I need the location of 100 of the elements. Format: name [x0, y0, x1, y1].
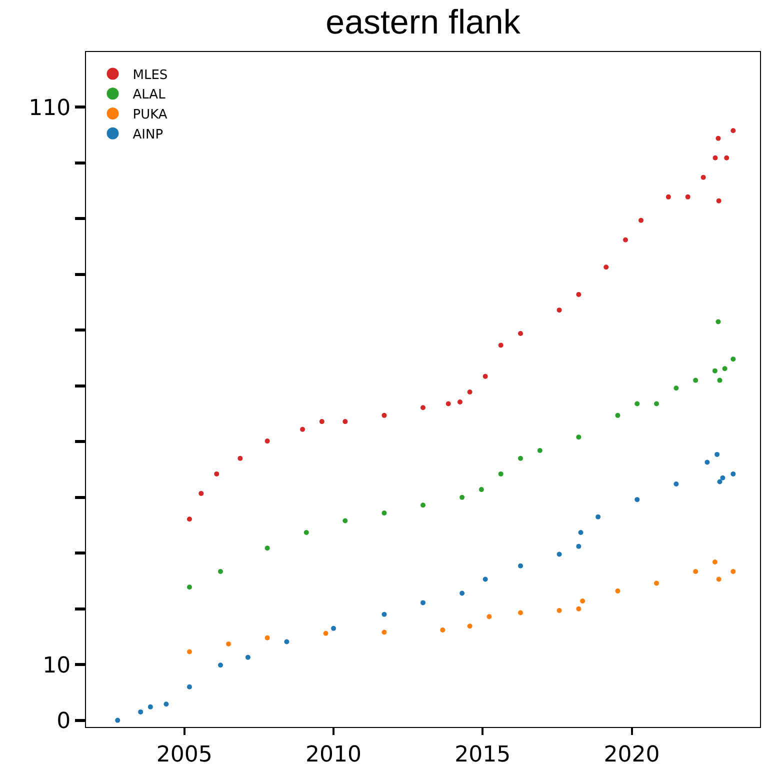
point [518, 330, 524, 336]
point [218, 568, 223, 574]
point [576, 606, 582, 612]
point [382, 510, 387, 516]
point [264, 546, 270, 551]
point [446, 401, 451, 406]
point [714, 452, 720, 457]
point [218, 662, 223, 668]
point [420, 405, 426, 410]
point [482, 576, 488, 582]
legend-label: MLES [132, 68, 168, 83]
point [467, 390, 472, 395]
point [331, 626, 336, 631]
point [214, 471, 220, 476]
point [460, 494, 465, 500]
point [186, 649, 192, 654]
point [342, 518, 348, 524]
point [198, 490, 204, 496]
point [420, 600, 426, 606]
point [712, 560, 718, 565]
point [693, 568, 698, 574]
point [634, 497, 640, 502]
point [300, 426, 306, 432]
point [440, 628, 446, 633]
point [674, 386, 679, 391]
point [730, 356, 736, 362]
point [704, 460, 710, 465]
point [604, 264, 609, 270]
point [576, 434, 582, 440]
point [666, 194, 671, 200]
point [654, 580, 660, 586]
point [382, 630, 387, 635]
point [518, 610, 524, 616]
point [730, 471, 736, 476]
x-tick-label: 2005 [156, 742, 212, 764]
point [226, 641, 232, 646]
legend-label: ALAL [132, 88, 166, 103]
x-tick-label: 2020 [604, 742, 660, 764]
point [186, 684, 192, 690]
point [556, 552, 562, 557]
point [319, 419, 324, 424]
point [115, 718, 120, 723]
point [323, 630, 328, 636]
chart-title: eastern flank [326, 3, 522, 42]
point [712, 368, 718, 374]
point [264, 635, 270, 640]
legend-label: AINP [132, 127, 164, 142]
point [518, 456, 524, 461]
point [717, 378, 722, 383]
point [576, 292, 582, 297]
point [712, 155, 718, 160]
point [304, 530, 309, 535]
point [148, 704, 153, 710]
point [730, 568, 736, 574]
point [478, 487, 484, 492]
point [634, 401, 640, 406]
point [638, 218, 644, 223]
point [382, 612, 387, 617]
point [518, 563, 524, 568]
point [556, 608, 562, 614]
point [238, 456, 243, 461]
point [467, 624, 472, 629]
point [615, 412, 620, 418]
point [578, 530, 584, 535]
point [623, 237, 628, 242]
point [716, 319, 721, 324]
point [186, 584, 192, 590]
point [700, 174, 706, 180]
point [498, 342, 504, 348]
x-tick-label: 2015 [454, 742, 511, 764]
point [717, 479, 722, 484]
point [482, 374, 488, 379]
point [716, 136, 721, 141]
point [685, 194, 690, 200]
point [486, 614, 492, 620]
point [580, 598, 586, 604]
point [720, 475, 726, 480]
point [382, 412, 387, 418]
point [264, 438, 270, 444]
point [342, 419, 348, 424]
point [730, 128, 736, 134]
x-tick-label: 2010 [306, 742, 362, 764]
legend-label: PUKA [132, 108, 168, 123]
point [576, 544, 582, 549]
y-tick-label: 110 [28, 96, 71, 121]
point [724, 155, 730, 160]
point [498, 471, 504, 476]
point [716, 576, 722, 582]
y-tick-label: 10 [42, 653, 71, 678]
point [537, 448, 542, 454]
point [654, 401, 660, 406]
point [460, 590, 465, 596]
point [596, 514, 601, 520]
point [457, 400, 462, 405]
point [164, 702, 169, 707]
point [245, 654, 250, 660]
point [722, 366, 728, 372]
point [556, 308, 562, 313]
point [716, 198, 722, 204]
point [615, 588, 620, 594]
